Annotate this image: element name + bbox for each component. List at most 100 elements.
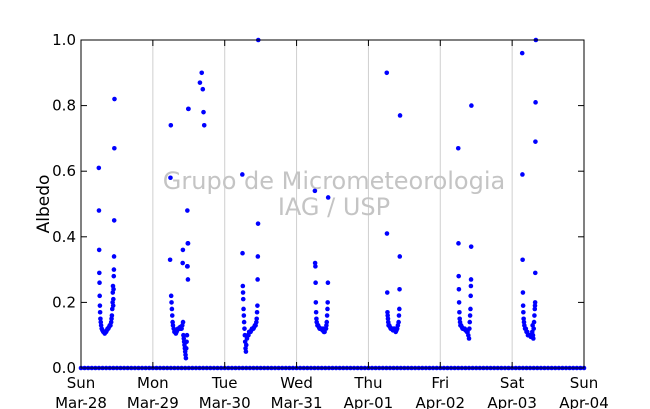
data-point (467, 319, 473, 325)
x-tick-date-label: Apr-02 (416, 394, 466, 409)
data-point (468, 306, 473, 312)
data-point (243, 342, 249, 348)
data-point (531, 336, 536, 341)
data-point (325, 306, 330, 312)
data-point (242, 326, 247, 331)
data-point (200, 86, 206, 92)
x-tick-date-label: Apr-01 (344, 394, 394, 409)
data-point (456, 241, 461, 246)
data-point (520, 172, 525, 177)
data-point (111, 254, 117, 259)
data-point (240, 296, 246, 302)
data-point (396, 319, 401, 325)
data-point (111, 267, 117, 272)
y-axis: 0.0 0.2 0.4 0.6 0.8 1.0 (52, 31, 584, 377)
data-point (532, 303, 538, 308)
data-point (180, 319, 186, 325)
y-tick-label: 0.2 (52, 293, 76, 311)
data-point (97, 303, 103, 308)
x-tick-day-label: Sun (67, 374, 96, 392)
data-point (254, 309, 260, 315)
data-point (313, 300, 319, 305)
data-point (184, 332, 190, 338)
data-point (468, 293, 473, 299)
data-point (97, 280, 102, 286)
data-point (532, 306, 538, 312)
x-tick-date-label: Mar-31 (271, 394, 323, 409)
data-point (466, 336, 472, 341)
plot-frame (80, 39, 585, 369)
data-point (241, 306, 246, 312)
data-point (254, 316, 259, 322)
y-tick-label: 0.8 (52, 97, 76, 115)
data-point (397, 306, 402, 312)
data-point (467, 313, 473, 318)
data-point (468, 283, 474, 289)
data-point (468, 244, 474, 249)
data-point (110, 303, 116, 308)
data-point (456, 286, 462, 292)
x-tick-date-label: Apr-04 (559, 394, 609, 409)
data-point (313, 280, 318, 286)
data-point (533, 100, 538, 105)
data-point (384, 70, 390, 76)
watermark-line-2: IAG / USP (278, 193, 390, 221)
data-point (243, 349, 249, 354)
data-point (111, 273, 117, 279)
data-point (201, 122, 207, 128)
y-axis-label: Albedo (34, 175, 54, 234)
data-point (169, 313, 175, 318)
data-point (96, 165, 102, 171)
watermark-line-1: Grupo de Micrometeorologia (163, 167, 505, 195)
y-tick-label: 0.4 (52, 228, 76, 246)
data-point (325, 300, 330, 305)
data-point (531, 319, 537, 325)
data-point (397, 113, 403, 118)
data-point (96, 247, 102, 253)
data-point (185, 277, 191, 282)
data-point (185, 208, 190, 213)
data-point (532, 270, 538, 276)
x-tick-day-label: Tue (211, 374, 238, 392)
x-tick-date-label: Mar-28 (55, 394, 107, 409)
data-point (456, 273, 461, 279)
x-tick-day-label: Mon (137, 374, 169, 392)
x-tick-date-label: Mar-30 (199, 394, 251, 409)
data-point (111, 296, 116, 302)
data-point (521, 309, 526, 315)
data-point (168, 293, 174, 299)
data-point (201, 109, 206, 115)
data-point (324, 319, 330, 325)
data-point (97, 293, 102, 299)
data-point (112, 145, 117, 151)
x-axis: Sun Mar-28 Mon Mar-29 Tue Mar-30 Wed Mar-31 Thu A… (55, 40, 609, 409)
data-point (185, 264, 190, 269)
x-tick-day-label: Sat (500, 374, 525, 392)
data-point (97, 270, 102, 276)
data-point (532, 313, 537, 318)
data-point (532, 300, 538, 305)
data-point (168, 122, 174, 128)
data-point (168, 175, 173, 181)
data-point (184, 339, 189, 345)
x-tick-date-label: Apr-03 (487, 394, 537, 409)
data-point (109, 313, 115, 318)
data-point (396, 313, 402, 318)
data-point (384, 231, 390, 236)
data-point (520, 303, 526, 308)
data-point (169, 300, 174, 305)
watermark: Grupo de Micrometeorologia IAG / USP (163, 167, 505, 221)
data-point (255, 303, 260, 308)
data-point (186, 106, 191, 112)
data-point (240, 250, 245, 256)
data-point (185, 241, 191, 246)
y-tick-label: 0.0 (52, 359, 76, 377)
data-point (199, 70, 205, 76)
data-point (384, 290, 390, 295)
data-point (96, 208, 102, 213)
data-point (183, 355, 189, 361)
x-tick-day-label: Thu (353, 374, 382, 392)
data-point (241, 313, 247, 318)
data-point (240, 172, 245, 177)
